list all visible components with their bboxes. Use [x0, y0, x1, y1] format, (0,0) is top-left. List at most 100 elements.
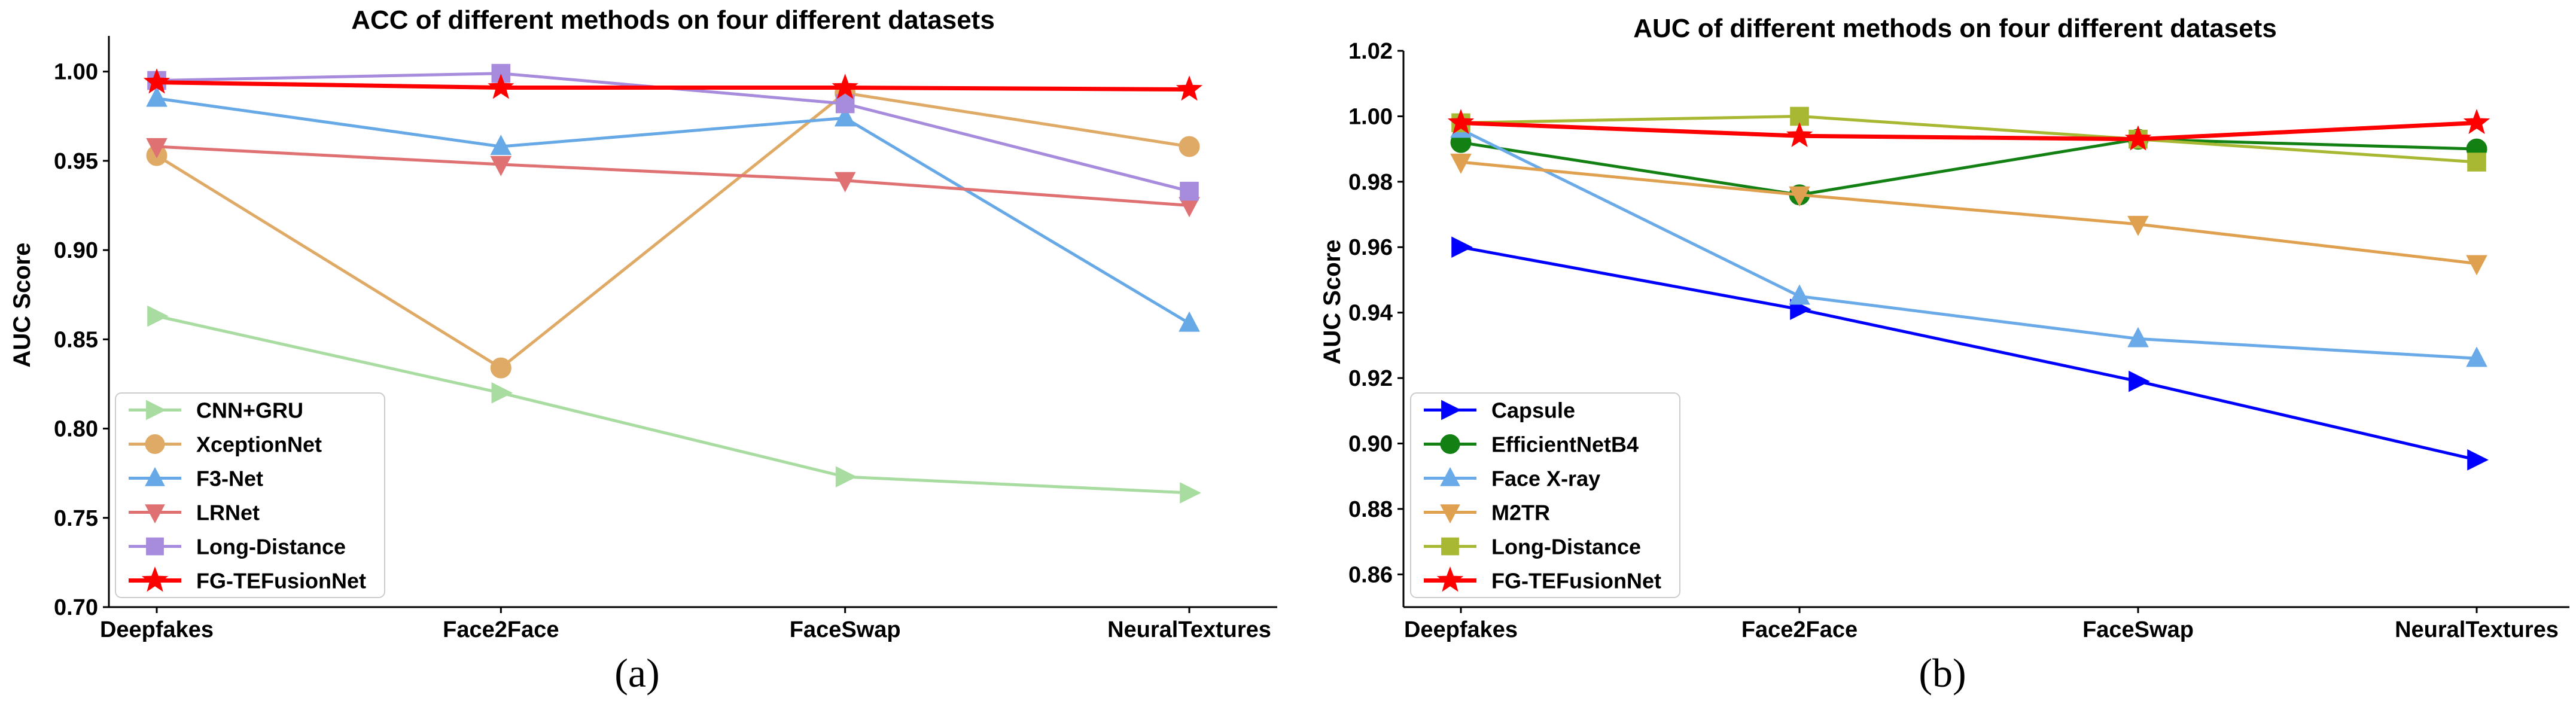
series-line: [156, 315, 1190, 495]
legend-marker: [1440, 504, 1460, 524]
series-line: [1460, 245, 2477, 462]
y-tick-label: 0.88: [1348, 497, 1393, 522]
chart-b: 0.86 0.88 0.90 0.92 0.94 0.96 0.98 1.00 1.02 Deep…: [1319, 14, 2569, 696]
data-point: [2127, 327, 2149, 348]
data-point: [491, 382, 513, 404]
legend-label: M2TR: [1491, 501, 1550, 525]
data-point: [1786, 121, 1813, 148]
series-line: [156, 80, 1190, 92]
y-tick-label: 0.90: [1348, 431, 1393, 456]
data-point: [2467, 153, 2486, 172]
data-point: [143, 68, 170, 94]
data-point: [832, 74, 858, 99]
legend-box: [1410, 392, 1680, 598]
legend-label: LRNet: [196, 501, 260, 525]
series-xceptionnet: [146, 83, 1200, 379]
legend-marker: [146, 537, 164, 556]
legend-marker: [1440, 467, 1460, 486]
legend-label: Capsule: [1491, 398, 1575, 423]
legend-label: XceptionNet: [196, 432, 322, 457]
series-f3-net: [146, 86, 1200, 332]
data-point: [2467, 449, 2489, 471]
series-line: [1460, 114, 2477, 164]
series-face-x-ray: [1450, 117, 2487, 367]
data-point: [490, 135, 512, 156]
legend-marker: [1441, 537, 1459, 556]
data-point: [2466, 255, 2487, 276]
y-tick-label: 0.94: [1348, 301, 1393, 326]
data-point: [2129, 370, 2150, 392]
chart-title: ACC of different methods on four differe…: [351, 5, 995, 35]
legend-label: FG-TEFusionNet: [196, 569, 366, 593]
caption: (a): [614, 650, 659, 696]
data-point: [1180, 482, 1201, 504]
data-point: [1447, 109, 1475, 135]
data-point: [1176, 75, 1203, 101]
data-point: [1789, 284, 1810, 305]
series-line: [156, 145, 1190, 207]
y-tick-label: 0.96: [1348, 235, 1393, 260]
data-point: [2124, 125, 2152, 151]
series-line: [1460, 128, 2477, 360]
x-tick-label: NeuralTextures: [2395, 617, 2559, 642]
legend: CNN+GRU XceptionNet F3-Net LRNet Long-Distan…: [115, 392, 385, 598]
data-point: [1180, 181, 1199, 201]
data-point: [2463, 109, 2490, 135]
legend: Capsule EfficientNetB4 Face X-ray M2TR Long-…: [1410, 392, 1680, 598]
legend-marker: [146, 400, 166, 420]
x-tick-label: Deepfakes: [100, 617, 214, 642]
data-point: [835, 466, 857, 487]
data-point: [1451, 236, 1473, 258]
caption: (b): [1919, 650, 1966, 696]
data-point: [1790, 106, 1809, 126]
x-tick-label: NeuralTextures: [1107, 617, 1271, 642]
data-point: [488, 74, 514, 99]
y-tick-label: 0.90: [54, 238, 98, 263]
legend-label: Long-Distance: [1491, 535, 1641, 559]
x-tick-label: Face2Face: [443, 617, 559, 642]
y-tick-label: 1.00: [54, 60, 98, 85]
y-tick-label: 0.98: [1348, 170, 1393, 195]
data-point: [2127, 215, 2149, 236]
data-point: [834, 106, 856, 127]
x-tick-label: FaceSwap: [2082, 617, 2194, 642]
y-tick-label: 0.92: [1348, 366, 1393, 391]
legend-box: [115, 392, 385, 598]
data-point: [834, 172, 856, 193]
series-fg-tefusionnet: [1447, 109, 2490, 151]
data-point: [147, 305, 169, 327]
data-point: [491, 63, 511, 83]
chart-a: 0.70 0.75 0.80 0.85 0.90 0.95 1.00 Deepfakes Fac…: [9, 5, 1277, 696]
data-point: [1450, 153, 1472, 174]
series-fg-tefusionnet: [143, 68, 1203, 101]
y-tick-label: 0.70: [54, 595, 98, 620]
data-point: [490, 156, 512, 176]
y-tick-label: 0.80: [54, 417, 98, 442]
legend-marker: [145, 434, 165, 454]
legend-marker: [141, 566, 169, 592]
chart-title: AUC of different methods on four differe…: [1633, 14, 2277, 43]
data-point: [1789, 186, 1810, 207]
legend-label: Long-Distance: [196, 535, 346, 559]
data-point: [1179, 136, 1200, 157]
y-tick-label: 1.00: [1348, 104, 1393, 129]
x-tick-label: Deepfakes: [1404, 617, 1518, 642]
series-line: [156, 92, 1190, 370]
series-line: [1460, 138, 2477, 197]
data-point: [146, 138, 168, 159]
legend-label: EfficientNetB4: [1491, 432, 1639, 457]
series-line: [1460, 120, 2477, 142]
series-line: [1460, 160, 2477, 266]
y-axis-label: AUC Score: [1319, 240, 1345, 365]
data-point: [146, 86, 168, 107]
x-tick-label: FaceSwap: [790, 617, 901, 642]
y-tick-label: 0.86: [1348, 562, 1393, 587]
series-line: [156, 97, 1190, 325]
legend-marker: [1441, 400, 1461, 420]
legend-label: Face X-ray: [1491, 467, 1600, 491]
x-tick-label: Face2Face: [1741, 617, 1858, 642]
legend-marker: [145, 504, 165, 524]
series-m2tr: [1450, 153, 2487, 276]
legend-marker: [1440, 434, 1460, 454]
